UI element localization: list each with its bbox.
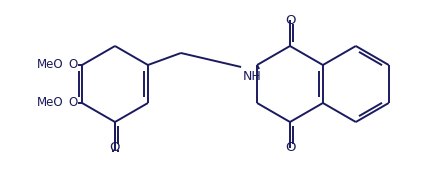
Text: O: O (69, 96, 78, 109)
Text: O: O (285, 14, 295, 27)
Text: MeO: MeO (36, 96, 63, 109)
Text: O: O (110, 141, 120, 154)
Text: NH: NH (243, 70, 262, 83)
Text: O: O (285, 141, 295, 154)
Text: O: O (69, 58, 78, 71)
Text: MeO: MeO (36, 58, 63, 71)
